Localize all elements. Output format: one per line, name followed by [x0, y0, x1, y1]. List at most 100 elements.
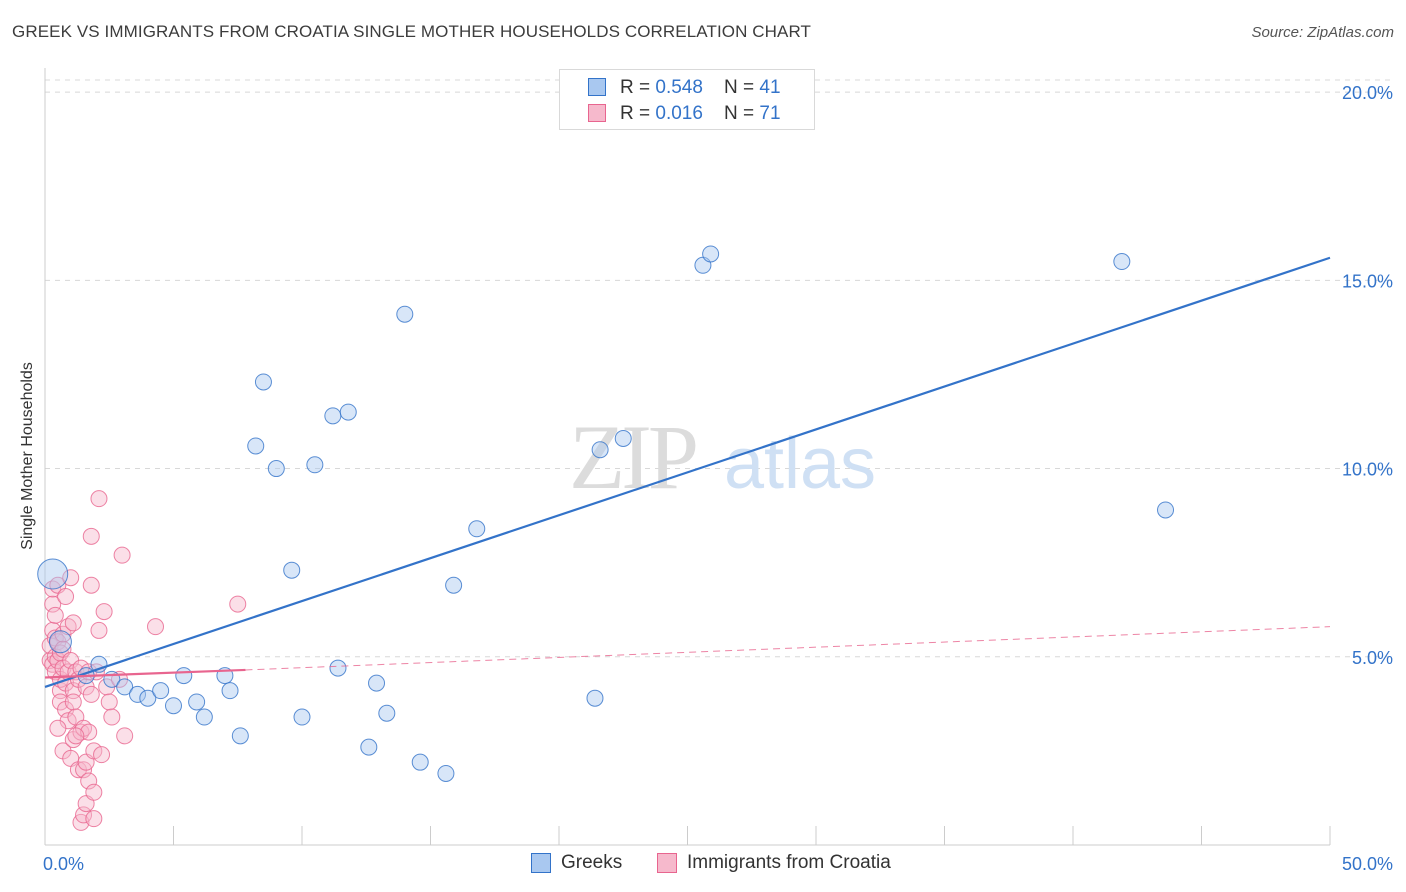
data-point-greeks: [378, 704, 396, 722]
data-point-croatia: [229, 595, 247, 613]
data-point-greeks: [152, 682, 170, 700]
data-point-greeks: [254, 373, 272, 391]
data-point-greeks: [614, 429, 632, 447]
data-point-croatia: [64, 693, 82, 711]
legend-r-value: 0.016: [655, 103, 703, 124]
data-point-greeks: [360, 738, 378, 756]
data-point-croatia: [67, 727, 85, 745]
legend-label-croatia: Immigrants from Croatia: [687, 852, 891, 873]
legend-row-greeks: R = 0.548 N = 41: [588, 76, 781, 100]
y-tick-label: 5.0%: [1352, 648, 1393, 668]
data-point-croatia: [82, 527, 100, 545]
data-point-croatia: [46, 606, 64, 624]
data-point-greeks: [329, 659, 347, 677]
data-point-greeks: [116, 678, 134, 696]
data-point-greeks: [411, 753, 429, 771]
series-immigrants-from-croatia: [41, 490, 247, 831]
data-point-croatia: [147, 618, 165, 636]
watermark-zip: ZIP: [569, 406, 696, 508]
x-tick-label: 0.0%: [43, 854, 84, 874]
legend-swatch-greeks: [588, 78, 606, 96]
legend-n-value: 71: [759, 103, 781, 124]
data-point-greeks: [437, 764, 455, 782]
y-tick-label: 15.0%: [1342, 271, 1393, 291]
data-point-croatia: [44, 595, 62, 613]
data-point-greeks: [702, 245, 720, 263]
legend-n-label: N =: [724, 103, 760, 124]
data-point-greeks: [445, 576, 463, 594]
correlation-legend: R = 0.548 N = 41 R = 0.016 N = 71: [559, 69, 815, 130]
data-point-greeks: [339, 403, 357, 421]
data-point-croatia: [90, 490, 108, 508]
legend-swatch-croatia: [588, 104, 606, 122]
data-point-croatia: [85, 810, 103, 828]
data-point-greeks: [267, 460, 285, 478]
data-point-greeks: [591, 441, 609, 459]
watermark-atlas: atlas: [724, 424, 876, 504]
data-point-greeks: [468, 520, 486, 538]
x-tick-label: 50.0%: [1342, 854, 1393, 874]
data-point-greeks: [324, 407, 342, 425]
data-point-greeks: [293, 708, 311, 726]
data-point-greeks: [283, 561, 301, 579]
data-point-croatia: [113, 546, 131, 564]
data-point-greeks: [368, 674, 386, 692]
legend-n-label: N =: [724, 77, 760, 98]
data-point-croatia: [103, 708, 121, 726]
trend-lines: [44, 256, 1331, 688]
data-point-greeks: [195, 708, 213, 726]
legend-r-value: 0.548: [655, 77, 703, 98]
grid-layer: [45, 79, 1392, 658]
data-point-croatia: [116, 727, 134, 745]
legend-swatch-greeks: [531, 853, 551, 873]
data-point-greeks: [231, 727, 249, 745]
data-point-greeks: [165, 697, 182, 715]
data-point-greeks: [139, 689, 157, 707]
legend-r-label: R =: [620, 103, 656, 124]
data-point-croatia: [85, 783, 103, 801]
data-point-greeks: [221, 682, 239, 700]
data-point-croatia: [80, 772, 98, 790]
data-point-greeks: [188, 693, 206, 711]
data-point-croatia: [95, 603, 113, 621]
trend-line-croatia: [44, 668, 246, 679]
data-point-greeks: [37, 558, 69, 590]
data-point-greeks: [48, 630, 72, 654]
data-point-greeks: [586, 689, 604, 707]
data-point-croatia: [49, 719, 67, 737]
legend-item-croatia[interactable]: Immigrants from Croatia: [657, 852, 891, 874]
data-point-croatia: [90, 621, 108, 639]
chart-title: GREEK VS IMMIGRANTS FROM CROATIA SINGLE …: [12, 22, 812, 41]
data-point-croatia: [100, 693, 118, 711]
watermark: ZIP atlas: [569, 406, 876, 508]
data-point-croatia: [64, 614, 82, 632]
series-legend: Greeks Immigrants from Croatia: [0, 852, 1406, 876]
trend-line-greeks: [44, 256, 1331, 688]
data-point-greeks: [175, 667, 193, 685]
data-point-greeks: [1157, 501, 1175, 519]
y-tick-label: 20.0%: [1342, 83, 1393, 103]
legend-row-croatia: R = 0.016 N = 71: [588, 102, 781, 126]
series-greeks: [37, 245, 1175, 782]
y-axis-label: Single Mother Households: [19, 362, 36, 550]
y-tick-label: 10.0%: [1342, 460, 1393, 480]
trend-line-croatia-extension: [245, 626, 1331, 671]
data-point-greeks: [129, 685, 147, 703]
legend-n-value: 41: [759, 77, 781, 98]
data-point-croatia: [85, 742, 103, 760]
data-point-croatia: [62, 569, 80, 587]
data-point-croatia: [82, 576, 100, 594]
data-point-croatia: [57, 588, 75, 606]
legend-label-greeks: Greeks: [561, 852, 623, 873]
data-point-greeks: [1113, 253, 1131, 271]
data-point-croatia: [75, 806, 93, 824]
data-point-croatia: [82, 685, 100, 703]
tick-labels: 5.0% 10.0% 15.0% 20.0% 0.0% 50.0%: [43, 83, 1393, 874]
data-point-greeks: [247, 437, 265, 455]
data-point-greeks: [306, 456, 324, 474]
data-point-croatia: [80, 723, 98, 741]
legend-item-greeks[interactable]: Greeks: [531, 852, 622, 874]
data-point-croatia: [93, 746, 111, 764]
legend-r-label: R =: [620, 77, 656, 98]
